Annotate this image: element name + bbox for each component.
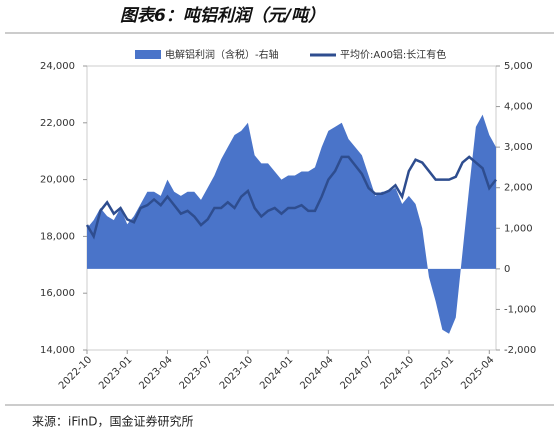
x-tick-label: 2024-10 [379, 354, 416, 391]
y-tick-label: 22,000 [40, 118, 75, 129]
x-tick-label: 2022-10 [57, 354, 94, 391]
y-tick-label: 14,000 [40, 345, 75, 356]
x-tick-label: 2023-04 [137, 354, 174, 391]
x-tick-label: 2024-07 [339, 354, 376, 391]
y2-tick-label: -2,000 [504, 345, 536, 356]
price-line [85, 155, 497, 240]
legend-label: 平均价:A00铝:长江有色 [340, 48, 446, 61]
x-tick-label: 2024-04 [298, 354, 335, 391]
y-tick-label: 16,000 [40, 288, 75, 299]
x-tick-label: 2025-04 [459, 354, 496, 391]
y2-tick-label: 1,000 [504, 223, 533, 234]
y2-tick-label: 4,000 [504, 102, 533, 113]
y-tick-label: 24,000 [40, 61, 75, 72]
y2-tick-label: 3,000 [504, 142, 533, 153]
y-tick-label: 20,000 [40, 175, 75, 186]
y2-tick-label: 2,000 [504, 183, 533, 194]
x-tick-label: 2023-01 [97, 354, 134, 391]
x-tick-label: 2025-01 [419, 354, 456, 391]
y2-tick-label: 5,000 [504, 61, 533, 72]
legend-label: 电解铝利润（含税）-右轴 [165, 48, 279, 61]
profit-area [87, 114, 496, 334]
y2-tick-label: -1,000 [504, 304, 536, 315]
y-tick-label: 18,000 [40, 231, 75, 242]
x-tick-label: 2024-01 [258, 354, 295, 391]
y2-tick-label: 0 [504, 264, 510, 275]
legend-swatch [135, 50, 161, 59]
chart-title: 图表6：吨铝利润（元/吨） [120, 6, 325, 26]
x-tick-label: 2023-07 [178, 354, 215, 391]
source: 来源：iFinD，国金证券研究所 [32, 414, 194, 429]
x-tick-label: 2023-10 [218, 354, 255, 391]
